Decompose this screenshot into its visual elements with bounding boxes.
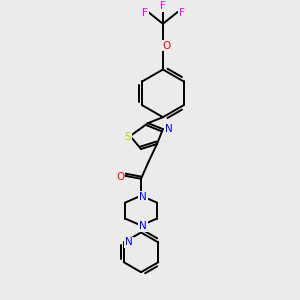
Text: N: N	[165, 124, 173, 134]
Text: O: O	[116, 172, 124, 182]
Text: F: F	[179, 8, 185, 18]
Text: S: S	[125, 132, 131, 142]
Text: N: N	[139, 192, 147, 202]
Text: N: N	[125, 237, 133, 248]
Text: O: O	[163, 40, 171, 51]
Text: N: N	[139, 221, 147, 232]
Text: F: F	[160, 1, 166, 11]
Text: F: F	[142, 8, 148, 18]
